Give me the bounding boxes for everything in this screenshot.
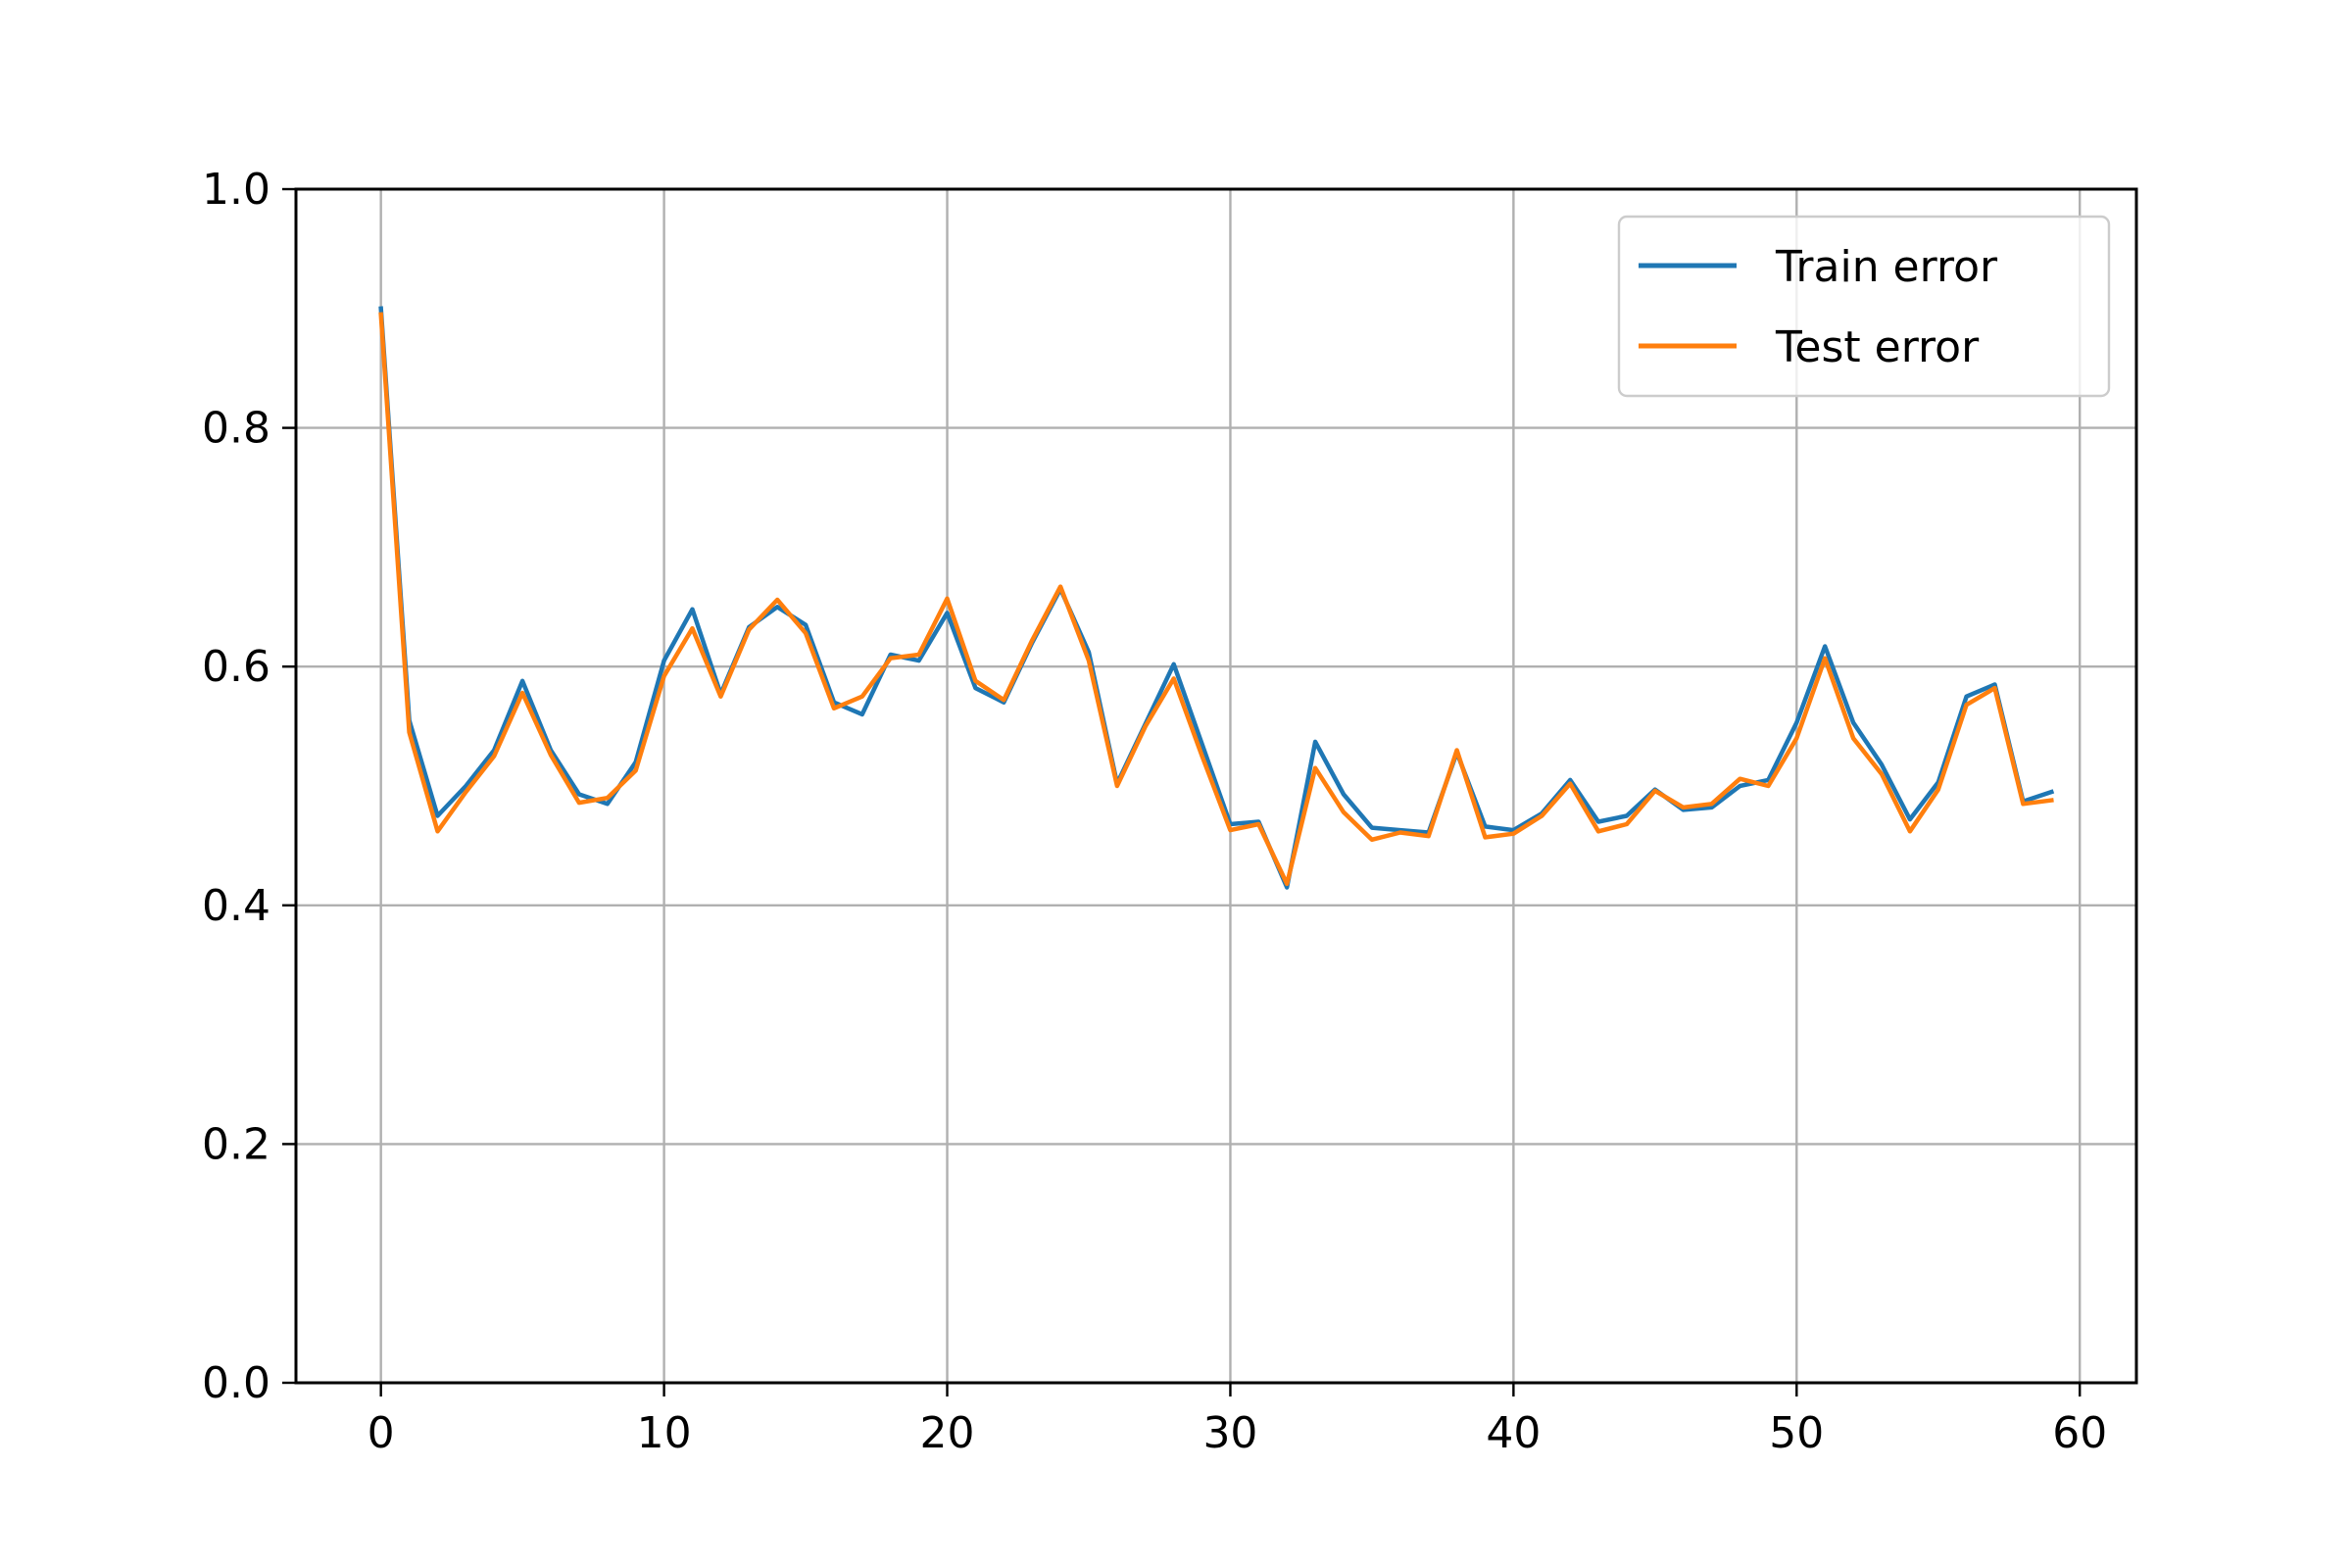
- series-line-test-error: [378, 312, 2054, 887]
- y-tick-label: 0.0: [202, 1358, 270, 1408]
- legend-label: Test error: [1775, 322, 1980, 372]
- plot-frame: [294, 187, 2138, 1385]
- series-line-train-error: [378, 306, 2055, 890]
- legend: Train error Test error: [1617, 215, 2111, 398]
- axis-ticks: 0 10 20 30 40 50 60 0.0 0.2 0.4 0.6 0.8 1.0: [202, 165, 2107, 1458]
- x-tick-label: 40: [1486, 1408, 1541, 1458]
- legend-box: [1617, 215, 2111, 398]
- x-tick-label: 10: [637, 1408, 692, 1458]
- x-tick-label: 0: [368, 1408, 395, 1458]
- y-tick-label: 0.6: [202, 642, 270, 692]
- legend-label: Train error: [1775, 242, 1998, 292]
- y-tick-label: 0.4: [202, 881, 270, 931]
- series-lines: [378, 306, 2055, 890]
- x-tick-label: 60: [2052, 1408, 2107, 1458]
- y-tick-label: 0.8: [202, 404, 270, 454]
- y-tick-label: 0.2: [202, 1119, 270, 1169]
- y-tick-label: 1.0: [202, 165, 270, 215]
- x-tick-label: 30: [1202, 1408, 1257, 1458]
- x-tick-label: 50: [1769, 1408, 1824, 1458]
- x-tick-label: 20: [920, 1408, 975, 1458]
